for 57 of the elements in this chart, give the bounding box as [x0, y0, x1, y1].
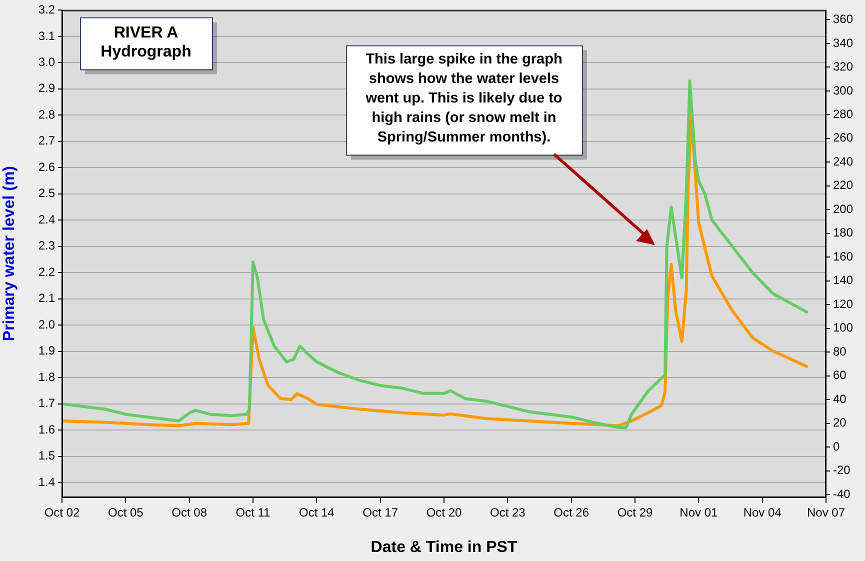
x-tick-label: Oct 08	[172, 506, 208, 520]
y2-tick-label: 320	[833, 60, 854, 74]
y2-tick-label: 120	[833, 296, 854, 311]
y2-tick-label: 20	[833, 416, 847, 430]
y2-tick-label: 360	[833, 12, 854, 26]
y-tick-label: 2.3	[38, 238, 56, 253]
y-tick-label: 1.9	[38, 344, 56, 358]
y2-tick-label: -40	[833, 486, 851, 501]
annotation: This large spike in the graph shows how the water levels went up. This is likely due to high rains (or snow melt in Spring/Summer months).	[364, 51, 562, 146]
y2-tick-label: 340	[833, 36, 854, 50]
y2-tick-label: 180	[833, 226, 854, 240]
y2-tick-label: 260	[833, 130, 854, 145]
y2-tick-label: -20	[833, 463, 851, 478]
y-tick-label: 2.8	[38, 107, 56, 122]
y2-tick-label: 160	[833, 249, 854, 264]
x-tick-label: Oct 11	[236, 506, 271, 520]
y2-tick-label: 280	[833, 106, 854, 121]
y2-tick-label: 100	[833, 320, 854, 335]
y-tick-label: 2.9	[38, 81, 56, 96]
y2-tick-label: 0	[833, 439, 840, 454]
x-tick-label: Oct 23	[490, 506, 526, 520]
y2-tick-label: 60	[833, 368, 847, 382]
y2-tick-label: 80	[833, 344, 847, 358]
y2-tick-label: 300	[833, 83, 854, 98]
y-tick-label: 1.4	[38, 474, 56, 489]
x-tick-label: Oct 14	[298, 506, 335, 520]
x-tick-label: Nov 01	[680, 506, 718, 520]
y2-tick-label: 140	[833, 273, 854, 288]
x-tick-label: Oct 17	[362, 506, 398, 520]
y-tick-label: 2.6	[38, 160, 56, 174]
y-tick-label: 2.4	[38, 212, 56, 226]
y2-tick-label: 200	[833, 202, 854, 216]
y2-tick-label: 240	[833, 154, 854, 168]
y-tick-label: 3.0	[38, 55, 56, 69]
x-tick-label: Oct 29	[617, 506, 653, 520]
y-tick-label: 2.0	[38, 317, 56, 332]
y-tick-label: 3.2	[38, 2, 56, 17]
y-tick-label: 2.5	[38, 186, 56, 200]
y-tick-label: 1.6	[38, 422, 56, 436]
x-tick-label: Oct 05	[108, 506, 144, 520]
text: RIVER A Hydrograph	[100, 24, 192, 61]
y-tick-label: 2.1	[38, 291, 56, 306]
y-axis-title: Primary water level (m)	[1, 166, 18, 342]
x-tick-label: Oct 20	[426, 506, 462, 520]
y-tick-label: 2.7	[38, 134, 56, 148]
x-tick-label: Nov 04	[743, 506, 782, 520]
y-tick-label: 1.8	[38, 370, 56, 384]
y-tick-label: 1.7	[38, 396, 56, 410]
y-tick-label: 3.1	[38, 28, 56, 43]
x-axis-title: Date & Time in PST	[370, 538, 518, 556]
x-tick-label: Oct 26	[554, 506, 590, 520]
y-tick-label: 2.2	[38, 264, 56, 279]
x-tick-label: Oct 02	[44, 506, 80, 520]
x-tick-label: Nov 07	[806, 506, 846, 520]
y2-tick-label: 220	[833, 178, 854, 192]
y-tick-label: 1.5	[38, 448, 56, 463]
y2-tick-label: 40	[833, 392, 847, 406]
